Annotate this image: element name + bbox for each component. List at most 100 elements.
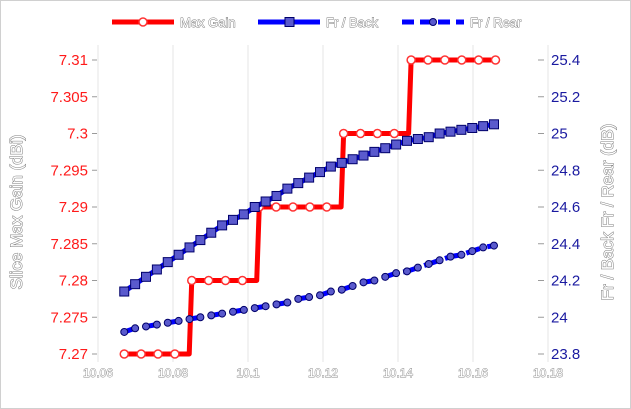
data-point [185, 315, 194, 324]
data-point [326, 287, 335, 296]
data-point [136, 349, 146, 359]
data-point [468, 247, 477, 256]
data-point [370, 276, 379, 285]
data-point [424, 259, 433, 268]
data-point [435, 256, 444, 265]
y-right-tick-label: 25 [551, 126, 568, 143]
data-point [392, 269, 401, 278]
data-point [489, 119, 499, 130]
data-point [272, 300, 281, 309]
x-tick-label: 10.14 [383, 366, 413, 380]
data-point [413, 263, 422, 272]
data-point [261, 302, 270, 311]
y-left-tick-label: 7.29 [59, 199, 88, 216]
data-point [490, 55, 501, 65]
data-point [120, 327, 129, 336]
data-point [206, 227, 217, 238]
data-point [381, 272, 390, 281]
data-point [479, 243, 488, 252]
y-right-tick-label: 25.4 [551, 52, 580, 69]
data-point [152, 320, 161, 329]
data-point [467, 122, 478, 133]
y-right-tick-label: 24 [551, 309, 568, 326]
data-point [271, 202, 281, 212]
data-point [337, 285, 346, 294]
data-point [423, 55, 433, 65]
data-point [119, 286, 130, 297]
legend-marker [284, 17, 295, 27]
y-left-tick-label: 7.285 [50, 236, 88, 253]
data-point [336, 157, 347, 168]
y-left-tick-label: 7.295 [50, 162, 88, 179]
data-point [163, 318, 172, 327]
data-point [457, 250, 466, 259]
data-point [322, 202, 332, 212]
data-point [423, 132, 434, 143]
data-point [391, 139, 402, 150]
data-point [369, 146, 380, 157]
series-2 [120, 241, 498, 336]
y-axis-left-title: Slice Max Gain (dBi) [7, 135, 26, 290]
x-tick-label: 10.1 [236, 366, 260, 380]
data-point [141, 271, 151, 282]
data-point [237, 275, 248, 286]
legend-label: Fr / Back [326, 15, 379, 30]
data-point [294, 294, 303, 303]
y-left-tick-label: 7.28 [59, 273, 88, 290]
data-point [473, 55, 484, 65]
data-point [440, 55, 450, 65]
data-point [347, 154, 358, 165]
data-point [325, 161, 336, 172]
data-point [195, 235, 206, 246]
data-point [358, 150, 369, 161]
data-point [174, 316, 183, 325]
y-left-tick-label: 7.27 [59, 346, 88, 363]
data-point [271, 190, 282, 201]
legend: Max Gain Fr / Back Fr / Rear [112, 15, 522, 30]
data-point [412, 134, 423, 145]
data-point [315, 167, 325, 178]
grid [97, 45, 549, 362]
data-point [338, 128, 349, 139]
data-point [250, 304, 259, 313]
data-point [445, 126, 456, 137]
data-point [316, 291, 324, 300]
axes: 10.06 10.08 10.1 10.12 10.14 10.16 10.18 7.27 7.… [50, 52, 580, 380]
data-point [119, 349, 129, 359]
legend-label: Fr / Rear [470, 15, 522, 30]
data-point [239, 305, 248, 314]
data-point [196, 313, 205, 322]
series-0 [119, 55, 501, 359]
y-right-tick-label: 23.8 [551, 346, 580, 363]
data-point [220, 275, 231, 286]
data-point [249, 202, 260, 212]
legend-marker [138, 17, 148, 27]
legend-item: Max Gain [112, 15, 236, 30]
data-point [151, 264, 162, 275]
x-tick-label: 10.16 [458, 366, 488, 380]
data-point [402, 135, 412, 146]
y-left-tick-label: 7.31 [59, 52, 88, 69]
x-tick-label: 10.06 [83, 366, 113, 380]
data-point [187, 275, 197, 286]
series-1 [119, 119, 499, 297]
y-right-tick-label: 24.8 [551, 162, 580, 179]
data-point [478, 121, 489, 132]
data-point [170, 349, 180, 359]
data-point [457, 55, 467, 65]
data-point [184, 242, 195, 253]
x-tick-label: 10.08 [158, 366, 188, 380]
data-point [173, 249, 184, 260]
data-point [288, 202, 298, 212]
y-left-tick-label: 7.3 [67, 126, 88, 143]
y-left-tick-label: 7.305 [50, 89, 88, 106]
data-point [293, 178, 304, 189]
data-point [217, 220, 228, 231]
data-point [304, 172, 315, 183]
data-point [203, 275, 214, 286]
data-point [359, 278, 368, 287]
y-right-tick-label: 24.2 [551, 273, 580, 290]
data-point [162, 257, 173, 268]
